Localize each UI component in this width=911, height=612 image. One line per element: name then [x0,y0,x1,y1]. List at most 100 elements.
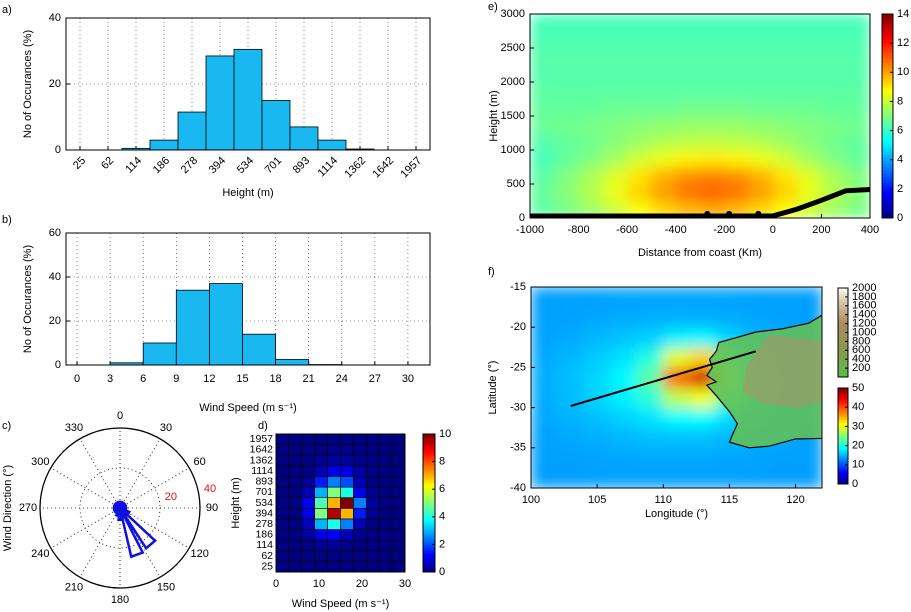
colorbar-swatch [882,96,893,101]
colorbar-swatch [838,403,848,405]
cell [288,550,303,562]
cell [675,133,701,151]
cell [288,444,303,456]
y-tick-label: 25 [261,560,273,572]
colorbar-swatch [838,419,848,422]
cell [689,347,717,368]
colorbar-swatch [838,464,848,467]
colorbar-swatch [838,306,848,308]
cell [700,133,725,151]
colorbar-swatch [838,430,848,432]
cell [531,387,558,409]
cell [531,287,558,308]
spoke [119,507,161,578]
cell [821,201,847,218]
colorbar-swatch [882,208,893,213]
cell [845,65,870,83]
bar [275,359,310,366]
colorbar-swatch [423,503,435,506]
colorbar-swatch [423,472,435,476]
cell [797,99,822,117]
colorbar-swatch [882,144,893,149]
cell [716,307,744,328]
colorbar-swatch [423,474,435,478]
radius-tick-label: 40 [204,483,216,495]
cell [772,184,798,202]
cell [663,347,691,368]
cell [391,518,406,530]
theta-tick-label: 30 [160,422,172,434]
colorbar-swatch [838,342,848,345]
cell [288,561,303,573]
cell [288,486,303,498]
bar [233,48,263,151]
cell [554,116,580,134]
colorbar-swatch [882,87,893,91]
colorbar-swatch [838,326,848,329]
cell [578,48,604,66]
cell [327,486,341,498]
colorbar-swatch [882,45,893,50]
x-tick-label: 110 [654,494,672,506]
colorbar-swatch [423,466,435,469]
colorbar-swatch [838,290,848,293]
cell [636,287,664,308]
colorbar-swatch [838,371,848,374]
colorbar-swatch [838,353,848,356]
colorbar-swatch [882,147,893,152]
colorbar-swatch [838,293,848,296]
colorbar-swatch [838,331,848,333]
cell [724,65,750,83]
cell [340,476,354,488]
colorbar-swatch [838,437,848,440]
cell [378,508,393,520]
cell [651,48,677,66]
colorbar-swatch [882,52,893,56]
cell [748,31,774,49]
colorbar-swatch [423,500,435,504]
panel-label: a) [2,4,12,16]
cell [724,48,750,66]
colorbar-swatch [838,449,848,452]
colorbar-swatch [838,397,848,399]
cell [797,116,822,134]
colorbar-swatch [838,321,848,324]
cell [772,99,798,117]
rose-petal [118,507,145,559]
x-tick-label: 0 [74,373,80,385]
colorbar-swatch [838,367,848,370]
colorbar-swatch [882,74,893,79]
colorbar-tick-label: 200 [852,362,870,374]
colorbar-tick-label: 2000 [852,282,876,294]
cell [651,82,677,100]
cell [627,82,652,100]
x-tick-label: 200 [812,224,830,236]
cell [821,167,847,185]
colorbar-swatch [423,481,435,484]
colorbar-tick-label: 2 [897,183,903,195]
panel: 0 20 40 60 0 3 6 9 12 15 18 21 24 27 30 Wind Speed (m s… [2,214,431,414]
colorbar-swatch [838,319,848,322]
y-tick-label: 2000 [501,76,525,88]
cell [378,518,393,530]
cell [554,31,580,49]
colorbar-swatch [838,457,848,459]
colorbar-swatch [838,357,848,360]
cell [578,99,604,117]
cell [530,65,555,83]
cell [327,539,341,552]
cell [627,31,652,49]
colorbar-swatch [838,349,848,351]
cell [742,447,770,469]
cell [391,444,406,456]
cell [378,454,393,467]
cell [365,433,380,445]
cell [845,14,870,32]
colorbar-swatch [882,106,893,111]
colorbar-swatch [423,554,435,558]
colorbar-swatch [423,490,435,493]
cell [716,467,744,488]
colorbar-swatch [882,39,893,44]
cell [275,465,290,477]
cell [530,167,555,185]
